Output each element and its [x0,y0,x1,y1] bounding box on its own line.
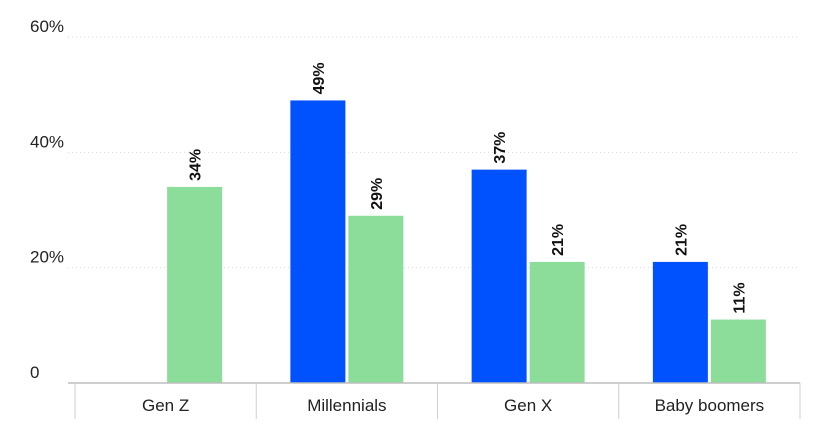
data-label: 11% [731,282,748,313]
y-axis-ticks: 0 20% 40% 60% [30,17,64,382]
y-tick-label: 0 [30,363,39,382]
bar [348,215,404,383]
y-tick-label: 40% [30,132,64,151]
category-label: Baby boomers [655,396,765,415]
x-axis: Gen Z Millennials Gen X Baby boomers [68,382,801,419]
data-labels: 34% 49% 29% 37% 21% 21% 11% [188,62,749,313]
bar [290,100,346,383]
data-label: 37% [492,132,509,164]
bar [471,169,527,383]
bar [652,261,708,383]
category-label: Millennials [307,396,386,415]
data-label: 21% [673,224,690,256]
data-label: 49% [311,62,328,94]
data-label: 34% [188,149,205,181]
category-label: Gen X [504,396,552,415]
y-tick-label: 20% [30,248,64,267]
bar [710,319,766,383]
category-label: Gen Z [142,396,189,415]
bar [529,261,585,383]
bar [167,186,223,383]
data-label: 21% [550,224,567,256]
y-tick-label: 60% [30,17,64,36]
data-label: 29% [369,178,386,210]
bars [167,100,766,383]
